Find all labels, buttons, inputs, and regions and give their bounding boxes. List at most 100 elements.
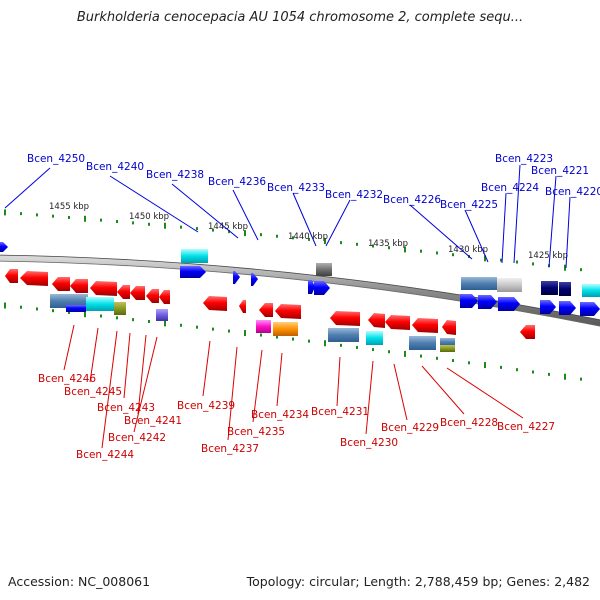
gene-arrow[interactable] — [308, 280, 315, 294]
gene-arrow[interactable] — [478, 295, 497, 309]
gene-arrow[interactable] — [239, 300, 246, 313]
gene-arrow[interactable] — [259, 303, 273, 317]
gene-arrow[interactable] — [90, 281, 117, 296]
scale-labels: 1455 kbp 1450 kbp 1445 kbp 1440 kbp 1435… — [49, 202, 568, 261]
gene-label[interactable]: Bcen_4232 — [325, 189, 383, 201]
gene-arrow[interactable] — [520, 325, 535, 339]
gene-box[interactable] — [316, 263, 332, 276]
scale-tick — [420, 354, 422, 358]
gene-label[interactable]: Bcen_4231 — [311, 406, 369, 418]
gene-label[interactable]: Bcen_4246 — [38, 373, 96, 385]
gene-box[interactable] — [559, 282, 571, 296]
gene-arrow[interactable] — [233, 271, 240, 284]
gene-box[interactable] — [582, 284, 600, 297]
gene-label[interactable]: Bcen_4229 — [381, 422, 439, 434]
gene-arrow[interactable] — [385, 315, 410, 330]
scale-tick — [468, 361, 470, 365]
gene-label[interactable]: Bcen_4245 — [64, 386, 122, 398]
gene-arrow[interactable] — [460, 294, 478, 308]
gene-box[interactable] — [328, 328, 359, 342]
gene-label[interactable]: Bcen_4226 — [383, 194, 441, 206]
gene-label[interactable]: Bcen_4224 — [481, 182, 539, 194]
gene-box[interactable] — [366, 331, 383, 345]
gene-label[interactable]: Bcen_4228 — [440, 417, 498, 429]
gene-arrow[interactable] — [0, 242, 8, 252]
gene-arrow[interactable] — [180, 266, 206, 278]
scale-tick — [516, 260, 518, 264]
gene-arrow[interactable] — [330, 311, 360, 326]
gene-box[interactable] — [273, 322, 298, 336]
gene-arrow[interactable] — [130, 286, 145, 300]
gene-arrow[interactable] — [275, 304, 301, 319]
gene-box[interactable] — [409, 336, 436, 350]
gene-label[interactable]: Bcen_4223 — [495, 153, 553, 165]
gene-label[interactable]: Bcen_4243 — [97, 402, 155, 414]
gene-arrow[interactable] — [70, 279, 88, 293]
scale-tick — [372, 348, 374, 352]
gene-label[interactable]: Bcen_4236 — [208, 176, 266, 188]
gene-label[interactable]: Bcen_4234 — [251, 409, 309, 421]
gene-box[interactable] — [66, 305, 86, 312]
scale-tick — [484, 255, 486, 262]
gene-arrow[interactable] — [146, 289, 159, 303]
gene-arrow[interactable] — [20, 271, 48, 286]
gene-arrow[interactable] — [159, 290, 170, 304]
gene-arrow[interactable] — [580, 302, 600, 316]
gene-box[interactable] — [497, 278, 522, 292]
gene-box[interactable] — [440, 338, 455, 346]
scale-tick — [84, 311, 86, 318]
gene-arrow[interactable] — [314, 281, 330, 295]
gene-label[interactable]: Bcen_4240 — [86, 161, 144, 173]
scale-tick — [372, 244, 374, 248]
gene-arrow[interactable] — [117, 285, 130, 299]
scale-tick — [100, 218, 102, 222]
scale-tick — [388, 350, 390, 354]
gene-arrow[interactable] — [52, 277, 70, 291]
scale-label: 1445 kbp — [208, 222, 248, 232]
gene-label[interactable]: Bcen_4250 — [27, 153, 85, 165]
gene-arrow[interactable] — [498, 297, 520, 311]
gene-label[interactable]: Bcen_4230 — [340, 437, 398, 449]
scale-tick — [564, 264, 566, 271]
forward-genes — [0, 242, 600, 316]
gene-label[interactable]: Bcen_4227 — [497, 421, 555, 433]
gene-box[interactable] — [86, 297, 114, 311]
scale-tick — [292, 236, 294, 240]
scale-tick — [116, 220, 118, 224]
gene-arrow[interactable] — [368, 313, 385, 328]
gene-box[interactable] — [114, 302, 126, 315]
gene-box[interactable] — [256, 320, 271, 333]
gene-box[interactable] — [461, 277, 497, 290]
scale-tick — [4, 209, 6, 216]
gene-label[interactable]: Bcen_4237 — [201, 443, 259, 455]
gene-box[interactable] — [50, 294, 88, 308]
gene-label[interactable]: Bcen_4242 — [108, 432, 166, 444]
gene-label[interactable]: Bcen_4235 — [227, 426, 285, 438]
gene-label[interactable]: Bcen_4225 — [440, 199, 498, 211]
scale-tick — [36, 307, 38, 311]
gene-arrow[interactable] — [540, 300, 556, 314]
gene-box[interactable] — [541, 281, 558, 295]
scale-label: 1430 kbp — [448, 245, 488, 255]
gene-box[interactable] — [440, 345, 455, 352]
gene-arrow[interactable] — [5, 269, 18, 283]
scale-tick — [436, 251, 438, 255]
gene-label[interactable]: Bcen_4233 — [267, 182, 325, 194]
gene-label[interactable]: Bcen_4220 — [545, 186, 600, 198]
scale-tick — [308, 237, 310, 241]
gene-box[interactable] — [181, 249, 208, 263]
gene-label[interactable]: Bcen_4238 — [146, 169, 204, 181]
gene-arrow[interactable] — [559, 301, 576, 315]
gene-label[interactable]: Bcen_4244 — [76, 449, 134, 461]
gene-arrow[interactable] — [412, 318, 438, 333]
gene-arrow[interactable] — [442, 320, 456, 335]
gene-arrow[interactable] — [203, 296, 227, 311]
gene-arrow[interactable] — [251, 273, 258, 286]
gene-label[interactable]: Bcen_4221 — [531, 165, 589, 177]
gene-label[interactable]: Bcen_4239 — [177, 400, 235, 412]
gene-label[interactable]: Bcen_4241 — [124, 415, 182, 427]
scale-tick — [164, 320, 166, 327]
scale-tick — [580, 377, 582, 381]
gene-box[interactable] — [156, 309, 168, 321]
